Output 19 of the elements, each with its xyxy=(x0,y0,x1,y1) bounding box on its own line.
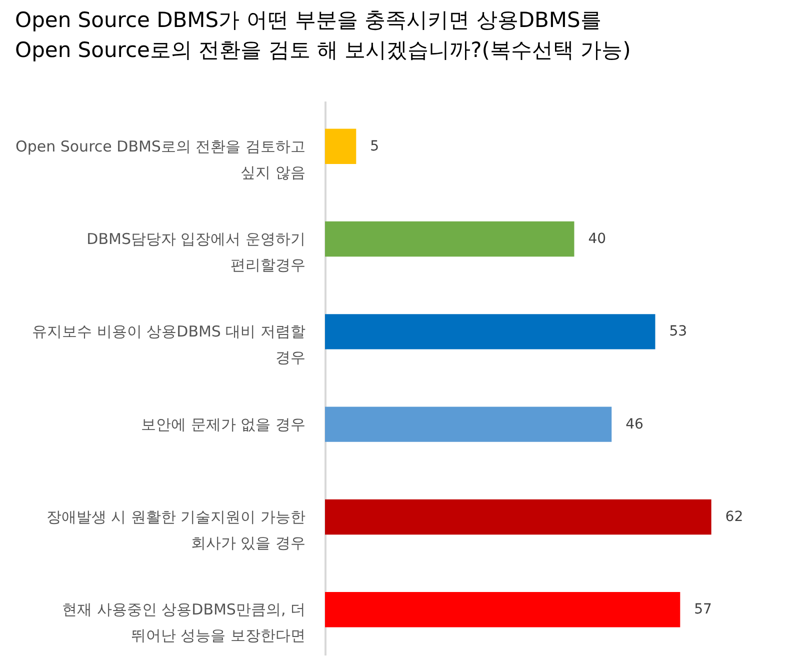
data-label: 46 xyxy=(626,416,644,432)
bar xyxy=(325,221,574,257)
y-tick-label: 현재 사용중인 상용DBMS만큼의, 더 뛰어난 성능을 보장한다면 xyxy=(62,600,306,645)
bar xyxy=(325,128,356,164)
y-tick-label: 장애발생 시 원활한 기술지원이 가능한 회사가 있을 경우 xyxy=(46,508,306,552)
y-tick-label: DBMS담당자 입장에서 운영하기 편리할경우 xyxy=(86,230,306,274)
y-tick-label: 보안에 문제가 없을 경우 xyxy=(141,415,306,434)
data-label: 62 xyxy=(725,508,744,525)
bar xyxy=(325,314,656,350)
data-label: 57 xyxy=(694,602,712,618)
chart-title: Open Source DBMS가 어떤 부분을 충족시키면 상용DBMS를 Open Source로의 전환을 검토 해 보시겠습니까?(복수선택 가능) xyxy=(15,8,631,62)
data-label: 53 xyxy=(669,324,688,340)
y-tick-label: Open Source DBMS로의 전환을 검토하고 싶지 않음 xyxy=(16,137,306,182)
y-tick-label: 유지보수 비용이 상용DBMS 대비 저렴할 경우 xyxy=(32,322,306,367)
bar xyxy=(325,406,612,442)
bar xyxy=(325,592,680,628)
bar xyxy=(325,499,712,535)
data-label: 5 xyxy=(370,138,380,154)
data-label: 40 xyxy=(588,231,606,248)
